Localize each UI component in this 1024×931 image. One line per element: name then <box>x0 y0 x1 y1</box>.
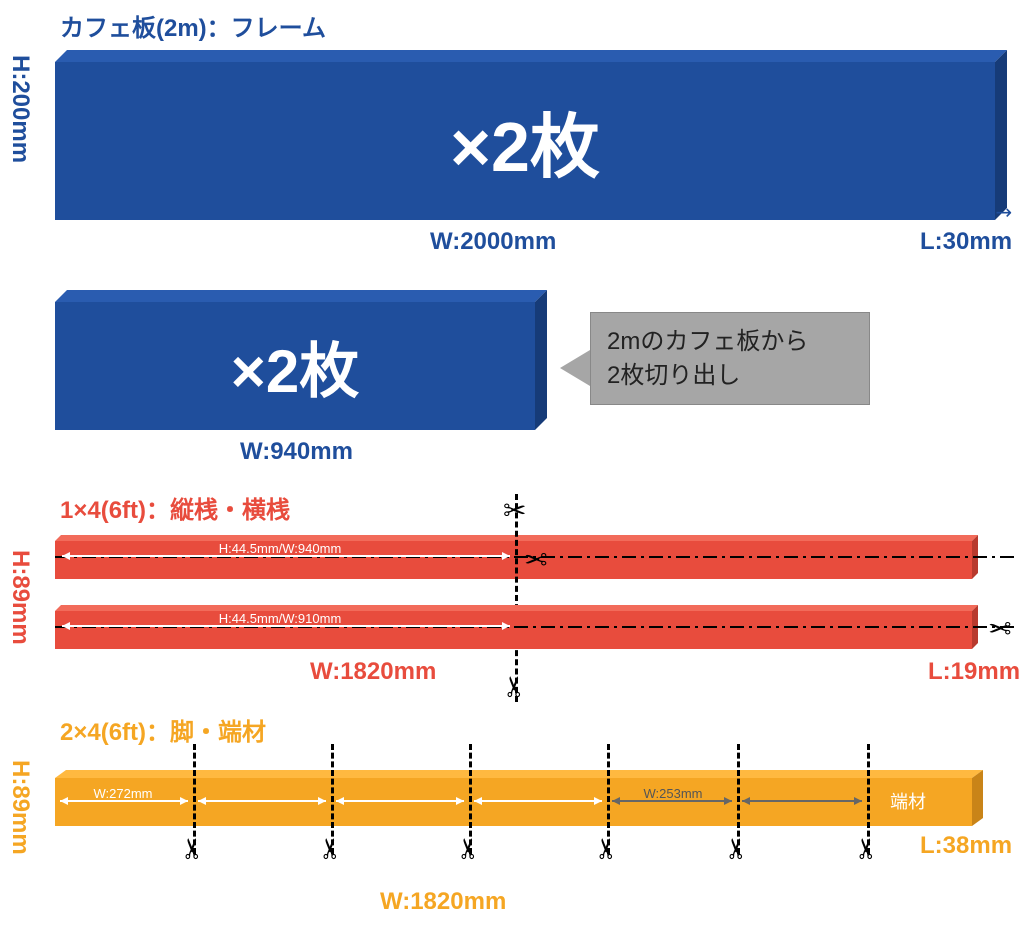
bar2-seg-label: H:44.5mm/W:910mm <box>170 611 390 626</box>
section2-w-label: W:940mm <box>240 438 353 466</box>
callout-line2: 2枚切り出し <box>607 362 740 389</box>
section3-w-label: W:1820mm <box>310 658 436 686</box>
section3-h-label: H:89mm <box>6 550 34 645</box>
blue-board-full: ×2枚 <box>55 50 1005 220</box>
callout-line1: 2mのカフェ板から <box>607 328 808 355</box>
section4-w-label: W:1820mm <box>380 888 506 916</box>
arrow-seg3 <box>336 800 464 802</box>
section1-l-label: L:30mm <box>920 228 1012 256</box>
section4-h-label: H:89mm <box>6 760 34 855</box>
arrow-seg6 <box>742 800 862 802</box>
callout-tail <box>560 350 590 386</box>
section3-l-label: L:19mm <box>928 658 1020 686</box>
scissors-o2: ✂ <box>314 837 347 860</box>
scissors-o5: ✂ <box>720 837 753 860</box>
section1-h-label: H:200mm <box>6 55 34 163</box>
section1-title: カフェ板(2m)：フレーム <box>60 8 326 43</box>
section3-title: 1×4(6ft)：縦桟・横桟 <box>60 490 290 525</box>
section1-w-label: W:2000mm <box>430 228 556 256</box>
blue-board-half: ×2枚 <box>55 290 545 430</box>
scissors-icon-mid: ✂ <box>524 542 547 575</box>
scissors-icon-right: ✂ <box>988 611 1011 644</box>
arrow-seg2 <box>198 800 326 802</box>
scissors-o6: ✂ <box>850 837 883 860</box>
blue-board-full-qty: ×2枚 <box>55 62 995 220</box>
seg5-label: W:253mm <box>638 786 708 801</box>
section4-l-label: L:38mm <box>920 832 1012 860</box>
scissors-o3: ✂ <box>452 837 485 860</box>
bar1-seg-label: H:44.5mm/W:940mm <box>170 541 390 556</box>
scissors-o1: ✂ <box>176 837 209 860</box>
arrow-seg4 <box>474 800 602 802</box>
blue-board-half-qty: ×2枚 <box>55 302 535 430</box>
section4-title: 2×4(6ft)：脚・端材 <box>60 712 266 747</box>
remnant-label: 端材 <box>878 788 938 814</box>
callout-box: 2mのカフェ板から 2枚切り出し <box>590 312 870 405</box>
scissors-icon-bottom: ✂ <box>498 675 531 698</box>
scissors-icon-top: ✂ <box>503 494 526 527</box>
scissors-o4: ✂ <box>590 837 623 860</box>
seg1-label: W:272mm <box>88 786 158 801</box>
